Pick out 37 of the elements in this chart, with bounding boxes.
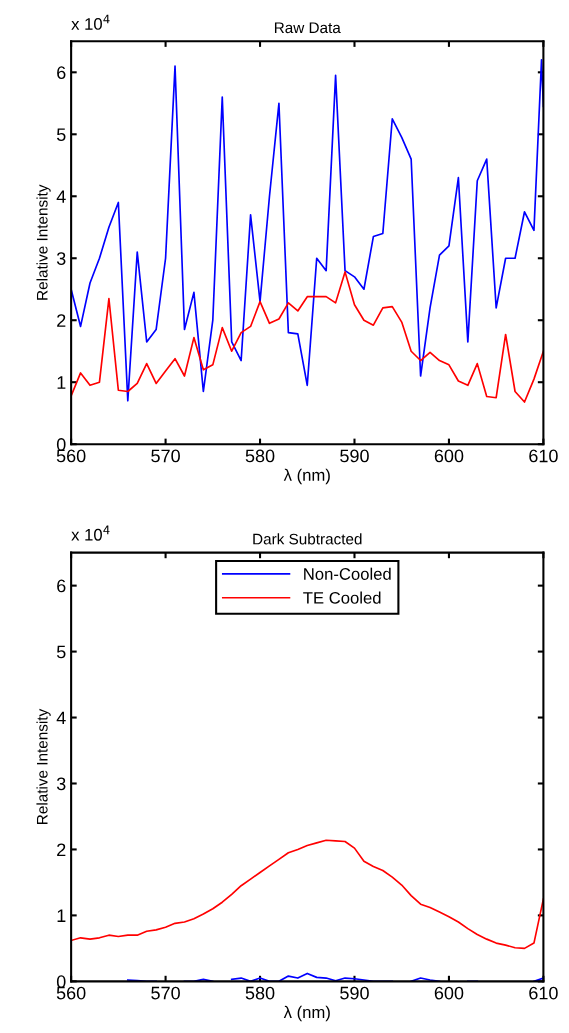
line-series <box>71 59 544 402</box>
x-tick-label: 580 <box>245 986 275 1000</box>
legend-label: Non-Cooled <box>304 567 391 580</box>
legend-label: TE Cooled <box>303 591 381 604</box>
x-tick-label: 580 <box>245 449 275 463</box>
chart-title: Raw Data <box>274 22 341 34</box>
x-axis-title: λ (nm) <box>283 468 330 485</box>
x-tick-label: 560 <box>56 449 86 463</box>
y-tick-label: 1 <box>57 909 66 922</box>
x-tick-label: 570 <box>151 986 180 1000</box>
x-tick-label: 560 <box>56 986 86 1000</box>
x-tick-label: 570 <box>151 449 180 463</box>
y-tick-label: 6 <box>57 66 66 80</box>
x-tick-label: 590 <box>340 986 369 1000</box>
text: x 10$^{4}$ <box>71 525 110 541</box>
y-tick-label: 5 <box>56 645 66 659</box>
x-tick-label: 600 <box>434 986 464 1000</box>
x-tick-label: 590 <box>340 449 369 463</box>
chart-title: Dark Subtracted <box>253 533 362 545</box>
line-series <box>71 271 544 403</box>
x-axis-title: λ (nm) <box>283 1005 330 1022</box>
y-tick-label: 3 <box>56 252 66 265</box>
y-tick-label: 4 <box>56 190 66 203</box>
y-tick-label: 6 <box>57 579 66 593</box>
x-tick-label: 610 <box>529 449 558 463</box>
y-tick-label: 1 <box>57 376 66 389</box>
y-tick-label: 3 <box>56 777 66 791</box>
y-axis-title: Relative Intensity <box>36 708 51 824</box>
y-tick-label: 2 <box>57 314 66 327</box>
y-tick-label: 4 <box>56 711 66 725</box>
line-series <box>71 839 544 950</box>
y-tick-label: 2 <box>57 843 66 856</box>
y-tick-label: 5 <box>56 128 66 142</box>
x-tick-label: 610 <box>529 986 558 1000</box>
x-tick-label: 600 <box>434 449 464 463</box>
y-axis-title: Relative Intensity <box>36 184 51 300</box>
text: x 10$^{4}$ <box>71 14 110 30</box>
